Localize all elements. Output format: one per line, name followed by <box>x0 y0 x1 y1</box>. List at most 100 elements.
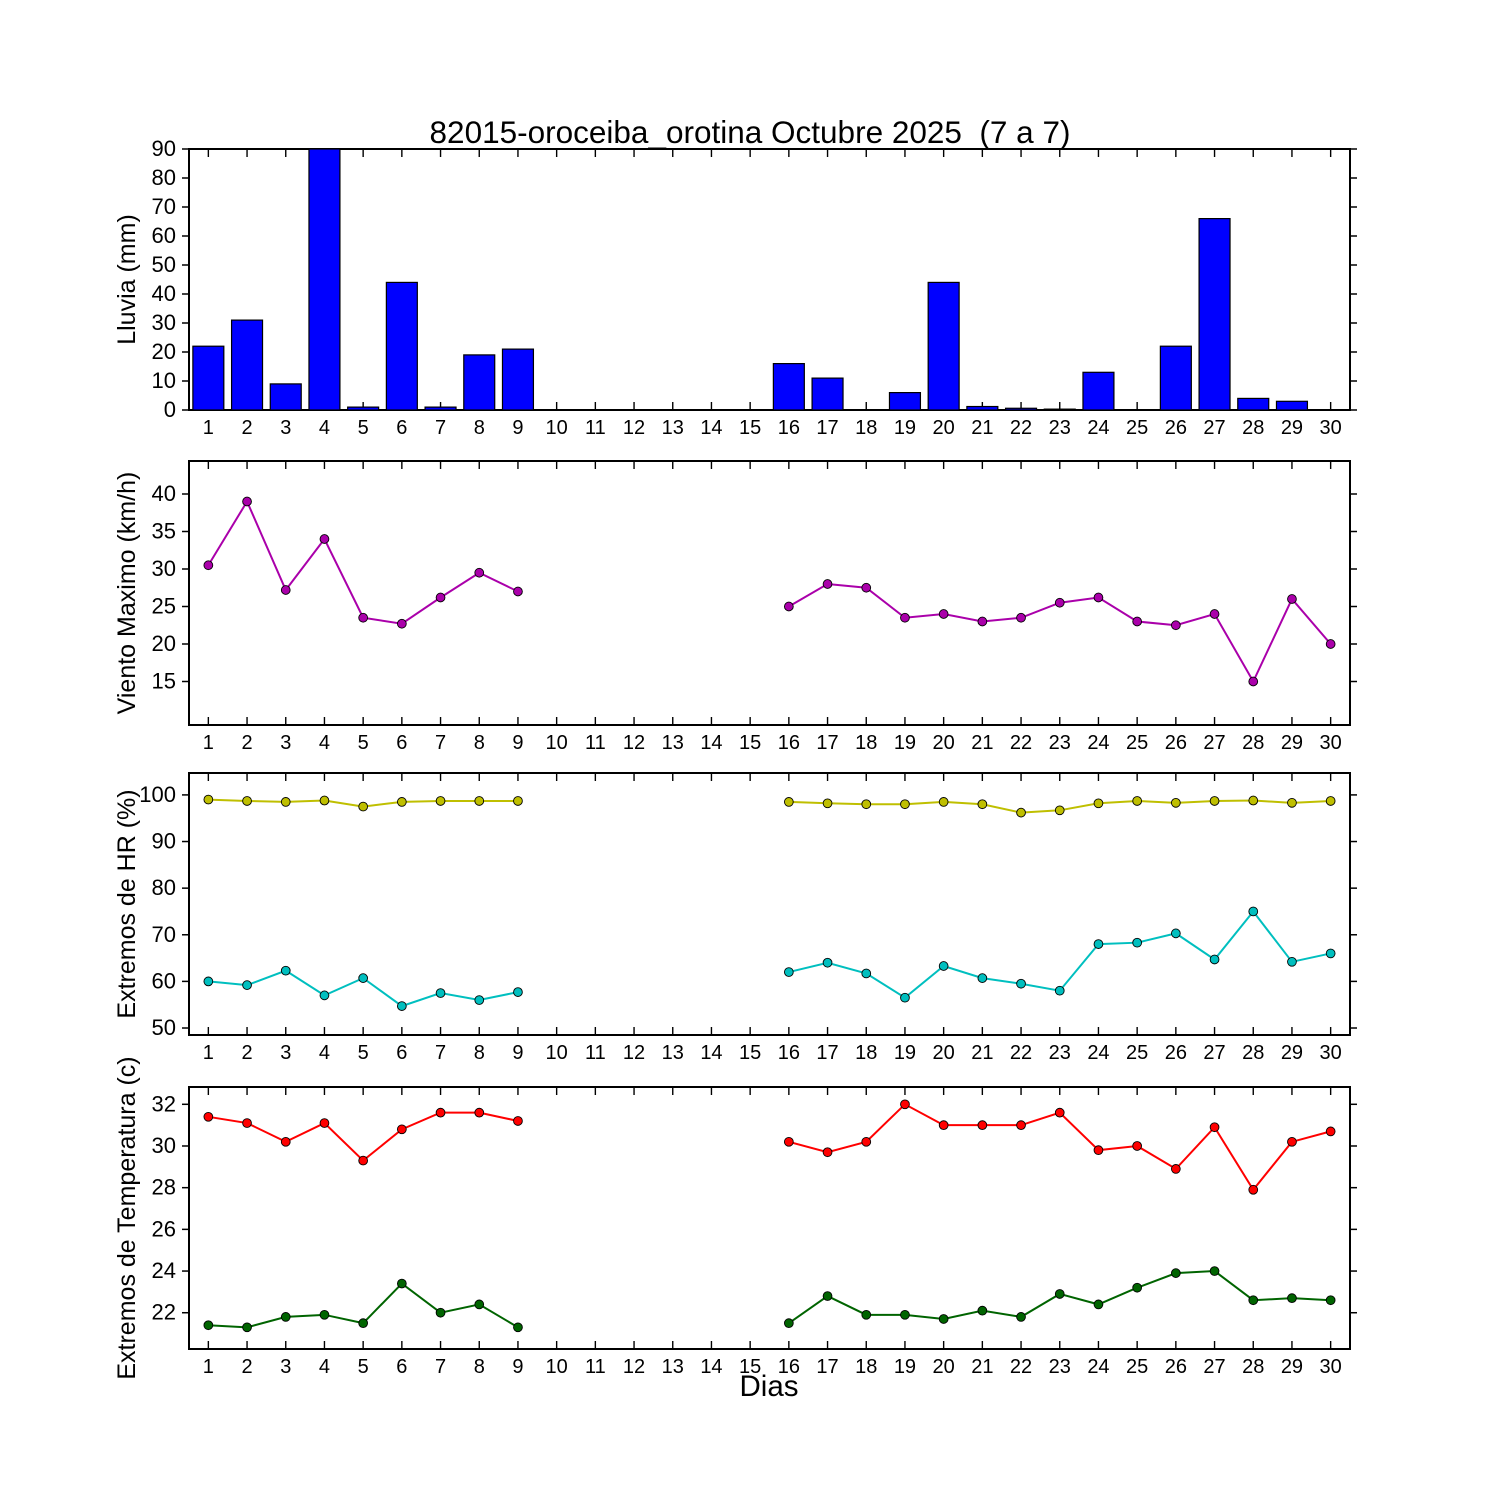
svg-text:1: 1 <box>203 732 214 754</box>
svg-text:70: 70 <box>152 922 176 947</box>
svg-text:12: 12 <box>623 1042 645 1064</box>
svg-text:20: 20 <box>933 1356 955 1378</box>
svg-text:16: 16 <box>778 417 800 439</box>
svg-text:9: 9 <box>512 732 523 754</box>
svg-text:20: 20 <box>933 1042 955 1064</box>
svg-text:11: 11 <box>585 732 606 754</box>
svg-text:1: 1 <box>203 417 214 439</box>
svg-text:8: 8 <box>474 1356 485 1378</box>
svg-text:18: 18 <box>855 417 877 439</box>
svg-text:25: 25 <box>1126 1042 1148 1064</box>
svg-text:10: 10 <box>546 732 568 754</box>
svg-text:9: 9 <box>512 417 523 439</box>
svg-text:25: 25 <box>1126 417 1148 439</box>
svg-text:25: 25 <box>1126 732 1148 754</box>
svg-text:23: 23 <box>1049 1356 1071 1378</box>
svg-text:6: 6 <box>396 1042 407 1064</box>
svg-text:2: 2 <box>241 732 252 754</box>
svg-text:23: 23 <box>1049 417 1071 439</box>
svg-text:28: 28 <box>1242 1042 1264 1064</box>
svg-text:80: 80 <box>152 165 176 190</box>
svg-text:23: 23 <box>1049 732 1071 754</box>
svg-text:17: 17 <box>816 1042 838 1064</box>
svg-text:32: 32 <box>152 1091 176 1116</box>
svg-text:24: 24 <box>1087 732 1109 754</box>
svg-text:18: 18 <box>855 732 877 754</box>
svg-text:2: 2 <box>241 417 252 439</box>
svg-text:18: 18 <box>855 1042 877 1064</box>
svg-text:14: 14 <box>700 1356 722 1378</box>
svg-text:23: 23 <box>1049 1042 1071 1064</box>
svg-text:35: 35 <box>152 519 176 544</box>
svg-text:19: 19 <box>894 1042 916 1064</box>
svg-text:13: 13 <box>662 732 684 754</box>
svg-text:6: 6 <box>396 1356 407 1378</box>
svg-text:21: 21 <box>971 417 993 439</box>
svg-text:14: 14 <box>700 1042 722 1064</box>
svg-text:16: 16 <box>778 732 800 754</box>
svg-text:24: 24 <box>1087 417 1109 439</box>
svg-text:15: 15 <box>739 1042 761 1064</box>
svg-text:17: 17 <box>816 1356 838 1378</box>
svg-text:11: 11 <box>585 1356 606 1378</box>
svg-text:40: 40 <box>152 481 176 506</box>
svg-text:27: 27 <box>1203 1356 1225 1378</box>
svg-text:12: 12 <box>623 732 645 754</box>
svg-text:3: 3 <box>280 1042 291 1064</box>
svg-text:Viento Maximo (km/h): Viento Maximo (km/h) <box>113 472 141 715</box>
svg-text:13: 13 <box>662 1042 684 1064</box>
svg-text:25: 25 <box>1126 1356 1148 1378</box>
svg-text:4: 4 <box>319 732 330 754</box>
svg-text:4: 4 <box>319 417 330 439</box>
svg-text:20: 20 <box>933 732 955 754</box>
svg-text:19: 19 <box>894 732 916 754</box>
svg-text:13: 13 <box>662 417 684 439</box>
svg-text:22: 22 <box>1010 1042 1032 1064</box>
svg-text:3: 3 <box>280 1356 291 1378</box>
svg-text:11: 11 <box>585 1042 606 1064</box>
svg-text:5: 5 <box>358 417 369 439</box>
svg-text:4: 4 <box>319 1356 330 1378</box>
svg-text:8: 8 <box>474 732 485 754</box>
svg-text:Dias: Dias <box>739 1370 798 1403</box>
svg-text:6: 6 <box>396 417 407 439</box>
svg-text:60: 60 <box>152 223 176 248</box>
svg-text:20: 20 <box>152 631 176 656</box>
svg-text:27: 27 <box>1203 417 1225 439</box>
svg-text:70: 70 <box>152 194 176 219</box>
svg-text:26: 26 <box>1165 1356 1187 1378</box>
svg-text:27: 27 <box>1203 732 1225 754</box>
svg-text:24: 24 <box>1087 1042 1109 1064</box>
svg-text:10: 10 <box>546 1042 568 1064</box>
svg-text:5: 5 <box>358 1042 369 1064</box>
svg-text:21: 21 <box>971 732 993 754</box>
svg-text:30: 30 <box>1320 732 1342 754</box>
svg-text:27: 27 <box>1203 1042 1225 1064</box>
svg-text:30: 30 <box>1320 1042 1342 1064</box>
svg-text:26: 26 <box>1165 417 1187 439</box>
svg-text:50: 50 <box>152 252 176 277</box>
svg-text:29: 29 <box>1281 732 1303 754</box>
svg-text:29: 29 <box>1281 1042 1303 1064</box>
svg-text:1: 1 <box>203 1042 214 1064</box>
svg-text:90: 90 <box>152 136 176 161</box>
svg-text:29: 29 <box>1281 1356 1303 1378</box>
svg-text:50: 50 <box>152 1015 176 1040</box>
svg-text:28: 28 <box>1242 732 1264 754</box>
svg-text:5: 5 <box>358 732 369 754</box>
svg-text:18: 18 <box>855 1356 877 1378</box>
svg-text:10: 10 <box>546 417 568 439</box>
svg-text:19: 19 <box>894 1356 916 1378</box>
svg-text:21: 21 <box>971 1356 993 1378</box>
svg-text:12: 12 <box>623 1356 645 1378</box>
svg-text:22: 22 <box>1010 1356 1032 1378</box>
svg-text:30: 30 <box>152 556 176 581</box>
svg-text:28: 28 <box>1242 417 1264 439</box>
svg-text:20: 20 <box>152 339 176 364</box>
svg-text:2: 2 <box>241 1042 252 1064</box>
svg-text:7: 7 <box>435 1042 446 1064</box>
svg-text:90: 90 <box>152 829 176 854</box>
svg-text:20: 20 <box>933 417 955 439</box>
svg-text:19: 19 <box>894 417 916 439</box>
svg-text:22: 22 <box>152 1300 176 1325</box>
